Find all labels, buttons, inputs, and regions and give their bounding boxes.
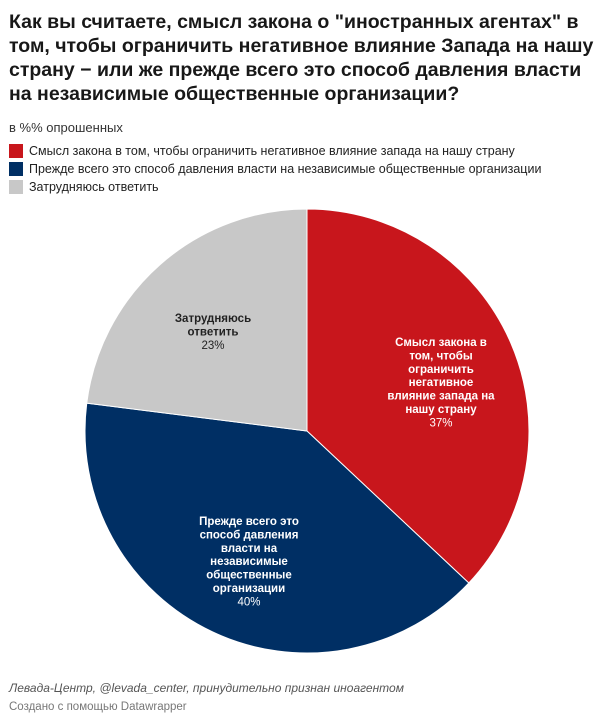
legend-item: Прежде всего это способ давления власти … [9,160,541,178]
slice-label-line: общественные [206,570,292,582]
slice-label-line: негативное [409,377,474,389]
slice-label-line: ограничить [408,364,474,376]
chart-subtitle: в %% опрошенных [9,120,123,135]
slice-value: 23% [201,340,224,352]
legend-label: Смысл закона в том, чтобы ограничить нег… [29,144,515,158]
pie-slice [306,208,530,584]
pie-chart: Смысл закона в том, чтобы ограничить негати… [84,208,530,654]
pie-slice [86,208,308,432]
chart-title: Как вы считаете, смысл закона о "иностра… [9,11,594,105]
slice-label-line: нашу страну [405,404,477,416]
slice-label-line: том, чтобы [409,350,473,362]
slice-value: 40% [237,596,260,608]
legend-swatch [9,144,23,158]
slice-label-line: власти на [221,543,278,555]
slice-label-line: ответить [188,326,239,338]
slice-label-line: Затрудняюсь [175,313,251,325]
legend-swatch [9,180,23,194]
legend-label: Затрудняюсь ответить [29,180,159,194]
slice-label-line: способ давления [200,529,299,541]
slice-label-line: Смысл закона в [395,337,487,349]
slice-label-line: организации [213,583,285,595]
pie-slice [84,402,470,654]
slice-value: 37% [429,417,452,429]
source-note: Левада-Центр, @levada_center, принудител… [9,681,404,695]
slice-label-line: Прежде всего это [199,516,299,528]
slice-label: Прежде всего это способ давления власти на… [199,516,299,608]
legend: Смысл закона в том, чтобы ограничить нег… [9,142,541,196]
credit-note: Создано с помощью Datawrapper [9,701,187,713]
slice-label-line: влияние запада на [387,391,495,403]
legend-label: Прежде всего это способ давления власти … [29,162,542,176]
legend-swatch [9,162,23,176]
legend-item: Затрудняюсь ответить [9,178,541,196]
slice-label: Затрудняюсь ответить 23% [175,313,251,352]
slice-label-line: независимые [210,556,288,568]
legend-item: Смысл закона в том, чтобы ограничить нег… [9,142,541,160]
slice-label: Смысл закона в том, чтобы ограничить негати… [387,337,495,429]
